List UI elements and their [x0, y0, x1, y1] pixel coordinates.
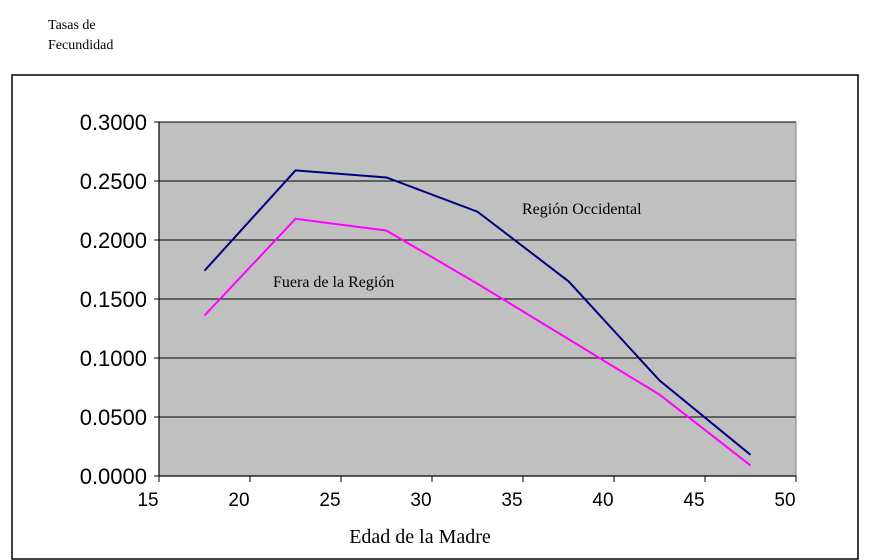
y-tick-label-0: 0.0000 [80, 464, 147, 489]
series-line-1 [203, 217, 752, 467]
axes [154, 121, 797, 482]
y-tick-label-5: 0.2500 [80, 169, 147, 194]
x-tick-label-0: 15 [137, 490, 158, 511]
x-tick-label-5: 40 [592, 490, 613, 511]
series-lines [203, 169, 752, 467]
x-tick-label-6: 45 [683, 490, 704, 511]
y-axis-title-line2: Fecundidad [48, 38, 114, 53]
x-axis-title: Edad de la Madre [349, 526, 491, 548]
y-tick-label-4: 0.2000 [80, 228, 147, 253]
x-tick-label-2: 25 [319, 490, 340, 511]
y-tick-label-3: 0.1500 [80, 287, 147, 312]
y-tick-label-2: 0.1000 [80, 346, 147, 371]
x-tick-label-7: 50 [774, 490, 795, 511]
x-tick-label-3: 30 [410, 490, 431, 511]
series-label-region-occidental: Región Occidental [522, 201, 642, 218]
tick-labels: 0.0000 0.0500 0.1000 0.1500 0.2000 0.2500 0.30… [80, 110, 796, 511]
y-tick-label-1: 0.0500 [80, 405, 147, 430]
series-line-0 [203, 169, 752, 456]
series-label-fuera-de-la-region: Fuera de la Región [273, 274, 394, 291]
y-tick-label-6: 0.3000 [80, 110, 147, 135]
gridlines [159, 121, 797, 476]
y-axis-title-line1: Tasas de [48, 18, 96, 33]
x-tick-label-4: 35 [501, 490, 522, 511]
x-tick-label-1: 20 [228, 490, 249, 511]
series-labels: Región Occidental Fuera de la Región [273, 201, 642, 291]
y-axis-title: Tasas de Fecundidad [48, 16, 113, 56]
